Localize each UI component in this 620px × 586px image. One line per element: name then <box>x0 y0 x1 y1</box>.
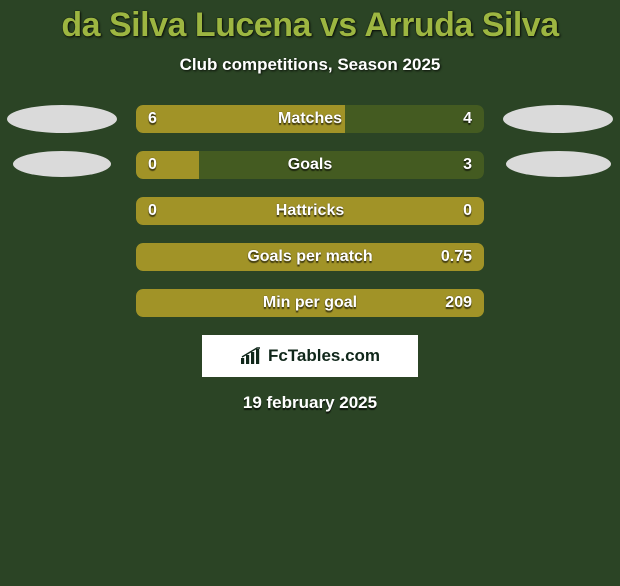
date: 19 february 2025 <box>0 393 620 413</box>
stat-left-value: 6 <box>148 110 157 128</box>
page-title: da Silva Lucena vs Arruda Silva <box>0 6 620 45</box>
right-oval-1 <box>503 105 613 133</box>
stat-label: Min per goal <box>263 294 357 312</box>
left-oval-2 <box>13 151 111 177</box>
stat-right-value: 3 <box>463 156 472 174</box>
main-area: Matches 6 4 Goals 0 3 Hattricks 0 0 Goals per mat… <box>0 105 620 317</box>
stat-label: Goals <box>288 156 332 174</box>
stat-label: Hattricks <box>276 202 344 220</box>
stat-row: Matches 6 4 <box>136 105 484 133</box>
brand-text: FcTables.com <box>268 346 380 366</box>
stat-row: Min per goal 209 <box>136 289 484 317</box>
stat-right-value: 4 <box>463 110 472 128</box>
stat-right-value: 0.75 <box>441 248 472 266</box>
stat-row: Goals per match 0.75 <box>136 243 484 271</box>
stat-row: Goals 0 3 <box>136 151 484 179</box>
right-avatar-col <box>502 105 614 317</box>
right-oval-2 <box>506 151 611 177</box>
bar-left-fill <box>136 151 199 179</box>
stat-right-value: 0 <box>463 202 472 220</box>
title-text: da Silva Lucena vs Arruda Silva <box>61 6 558 44</box>
subtitle: Club competitions, Season 2025 <box>0 55 620 75</box>
stat-right-value: 209 <box>445 294 472 312</box>
stat-bars: Matches 6 4 Goals 0 3 Hattricks 0 0 Goals per mat… <box>136 105 484 317</box>
stat-left-value: 0 <box>148 202 157 220</box>
left-avatar-col <box>6 105 118 317</box>
stat-label: Goals per match <box>247 248 372 266</box>
brand-box[interactable]: FcTables.com <box>202 335 418 377</box>
stat-row: Hattricks 0 0 <box>136 197 484 225</box>
stat-left-value: 0 <box>148 156 157 174</box>
stat-label: Matches <box>278 110 342 128</box>
chart-icon <box>240 347 262 365</box>
left-oval-1 <box>7 105 117 133</box>
